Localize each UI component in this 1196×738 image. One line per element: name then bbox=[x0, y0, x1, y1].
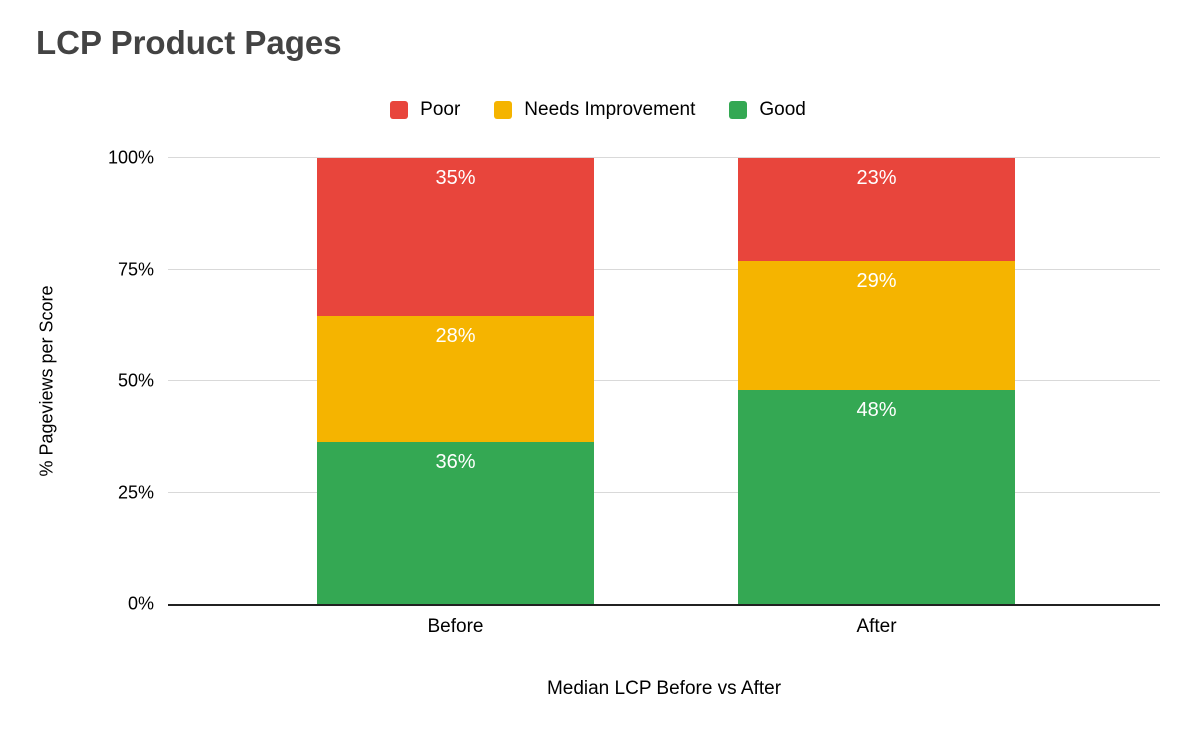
legend: Poor Needs Improvement Good bbox=[0, 99, 1196, 121]
segment-good-after: 48% bbox=[738, 389, 1015, 604]
gridline bbox=[168, 380, 1160, 381]
bars: 35% 28% 36% 23% 29% 48% bbox=[168, 158, 1160, 604]
data-label: 48% bbox=[856, 398, 897, 421]
legend-swatch-good-icon bbox=[729, 101, 748, 119]
legend-label: Needs Improvement bbox=[524, 99, 696, 120]
gridline bbox=[168, 157, 1160, 158]
gridline bbox=[168, 268, 1160, 270]
segment-poor-after: 23% bbox=[738, 158, 1015, 261]
plot-area: 0% 25% 50% 75% 100% 35% 28% 36% 23% 29% 48% bbox=[108, 148, 1160, 614]
legend-label: Good bbox=[759, 99, 806, 120]
y-axis-title: % Pageviews per Score bbox=[36, 285, 57, 477]
legend-item-poor: Poor bbox=[390, 99, 460, 121]
gridline bbox=[168, 491, 1160, 493]
x-axis-title: Median LCP Before vs After bbox=[546, 678, 782, 699]
y-tick-label: 100% bbox=[107, 147, 154, 168]
legend-swatch-needs-improvement-icon bbox=[494, 101, 513, 119]
data-label: 28% bbox=[435, 324, 476, 347]
category-label-after: After bbox=[856, 616, 897, 637]
data-label: 29% bbox=[856, 269, 897, 292]
y-tick-label: 25% bbox=[117, 482, 154, 502]
x-axis-labels: Before After bbox=[168, 616, 1160, 638]
chart-title: LCP Product Pages bbox=[36, 24, 342, 61]
segment-poor-before: 35% bbox=[317, 158, 594, 316]
data-label: 23% bbox=[856, 167, 897, 190]
legend-label: Poor bbox=[420, 99, 461, 120]
segment-needs-improvement-after: 29% bbox=[738, 260, 1015, 390]
segment-good-before: 36% bbox=[317, 441, 594, 604]
y-tick-label: 50% bbox=[117, 370, 154, 391]
legend-item-good: Good bbox=[729, 99, 806, 121]
data-label: 36% bbox=[435, 450, 476, 473]
data-label: 35% bbox=[435, 167, 476, 190]
bar-after: 23% 29% 48% bbox=[738, 158, 1015, 604]
category-label-before: Before bbox=[427, 616, 484, 637]
segment-needs-improvement-before: 28% bbox=[317, 315, 594, 442]
y-tick-label: 0% bbox=[127, 593, 154, 614]
y-tick-label: 75% bbox=[117, 259, 154, 279]
legend-swatch-poor-icon bbox=[390, 101, 409, 119]
bar-before: 35% 28% 36% bbox=[317, 158, 594, 604]
legend-item-needs-improvement: Needs Improvement bbox=[494, 99, 695, 121]
